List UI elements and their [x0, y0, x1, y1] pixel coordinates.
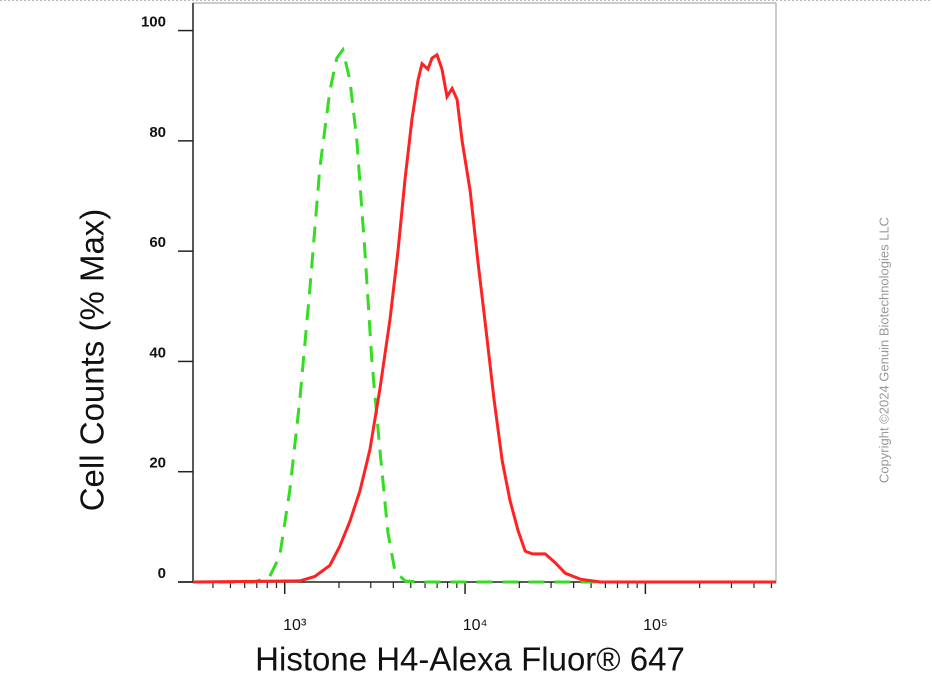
x-tick-label: 10⁵ — [643, 617, 667, 634]
y-tick-label: 80 — [149, 124, 166, 141]
series-line — [193, 46, 776, 584]
y-tick-label: 20 — [149, 455, 166, 472]
y-tick-label: 100 — [141, 14, 166, 31]
watermark: Copyright ©2024 Genuin Biotechnologies L… — [876, 217, 891, 483]
y-tick-label: 60 — [149, 234, 166, 251]
y-tick-label: 40 — [149, 344, 166, 361]
y-tick-label: 0 — [158, 565, 166, 582]
x-tick-label: 10³ — [283, 617, 307, 634]
plot-frame — [192, 2, 777, 583]
x-tick-label: 10⁴ — [463, 617, 488, 634]
x-axis-label: Histone H4-Alexa Fluor® 647 — [255, 641, 685, 678]
y-axis-label: Cell Counts (% Max) — [74, 209, 111, 512]
series-line — [192, 52, 776, 584]
